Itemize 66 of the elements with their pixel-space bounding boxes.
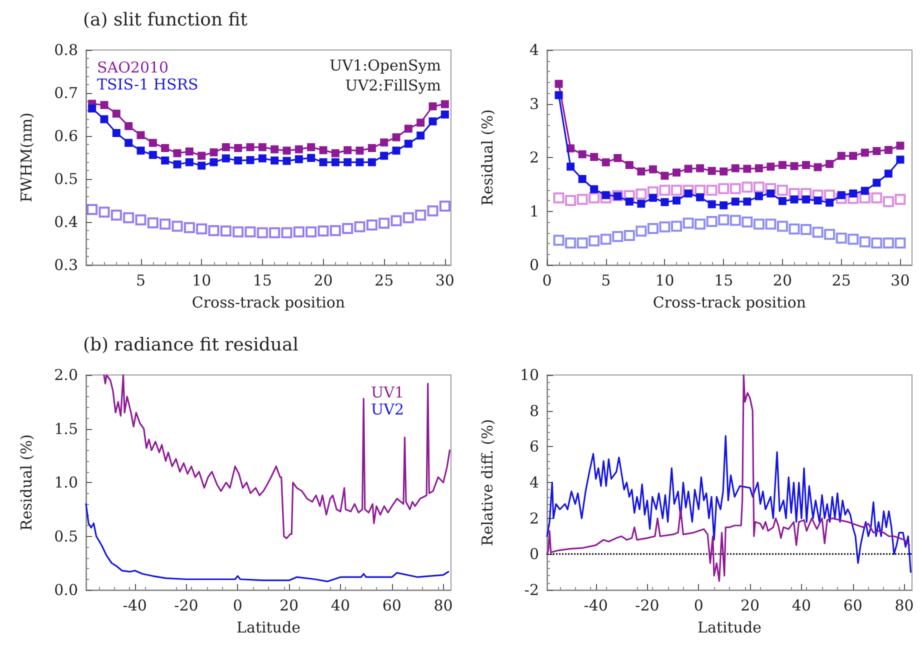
y-tick-label: 0.4 xyxy=(54,213,78,231)
x-tick-label: 10 xyxy=(655,272,674,290)
y-tick-label: 1.0 xyxy=(54,474,78,492)
y-tick-label: 4 xyxy=(529,474,539,492)
x-tick-label: 25 xyxy=(832,272,851,290)
x-tick-label: 60 xyxy=(382,596,402,614)
y-tick-label: 2 xyxy=(529,509,539,528)
x-axis-title: Latitude xyxy=(698,618,762,636)
y-tick-label: 0.8 xyxy=(54,41,78,59)
y-tick-label: 0 xyxy=(529,545,539,564)
y-tick-label: 8 xyxy=(529,402,539,420)
x-tick-label: 5 xyxy=(601,272,611,290)
x-tick-label: 15 xyxy=(252,272,272,290)
x-tick-label: 25 xyxy=(374,272,394,290)
annotation: UV2:FillSym xyxy=(345,76,441,94)
y-tick-label: 1 xyxy=(529,202,539,220)
y-tick-label: 6 xyxy=(529,438,539,456)
y-axis-title: Relative diff. (%) xyxy=(478,419,496,546)
y-tick-label: 0.5 xyxy=(54,170,78,188)
y-tick-label: 3 xyxy=(529,94,539,113)
x-tick-label: 30 xyxy=(890,272,910,290)
chart-title: (a) slit function fit xyxy=(83,10,248,30)
x-axis-title: Latitude xyxy=(236,618,301,636)
x-tick-label: 0 xyxy=(694,596,704,614)
x-tick-label: -40 xyxy=(122,596,147,614)
y-tick-label: 4 xyxy=(529,41,539,59)
x-tick-label: 20 xyxy=(772,272,792,290)
y-axis-title: FWHM(nm) xyxy=(18,112,36,202)
text: UV2 xyxy=(370,400,404,418)
x-tick-label: 60 xyxy=(843,596,862,614)
x-tick-label: 15 xyxy=(714,272,734,290)
x-tick-label: 20 xyxy=(314,272,333,290)
series-label: UV1 xyxy=(370,384,404,402)
y-tick-label: 0 xyxy=(529,256,539,274)
y-tick-label: 0.0 xyxy=(54,581,78,599)
y-axis-title: Residual (%) xyxy=(478,109,496,206)
y-tick-label: 1.5 xyxy=(54,420,78,438)
y-tick-label: 2.0 xyxy=(54,366,78,384)
x-tick-label: 10 xyxy=(192,272,212,290)
y-tick-label: -2 xyxy=(524,581,539,599)
x-tick-label: 30 xyxy=(435,272,454,290)
y-tick-label: 10 xyxy=(520,366,539,384)
y-tick-label: 2 xyxy=(529,148,539,166)
x-tick-label: 40 xyxy=(330,596,350,614)
x-tick-label: 20 xyxy=(740,596,760,614)
x-tick-label: -20 xyxy=(174,596,198,614)
y-axis-title: Residual (%) xyxy=(18,434,36,531)
series-label: TSIS-1 HSRS xyxy=(97,76,198,94)
y-tick-label: 0.6 xyxy=(54,127,78,145)
x-tick-label: -40 xyxy=(584,596,608,614)
x-tick-label: 80 xyxy=(434,596,453,614)
x-tick-label: -20 xyxy=(635,596,660,614)
y-tick-label: 0.3 xyxy=(54,256,78,274)
x-tick-label: 5 xyxy=(136,272,146,290)
annotation: UV1:OpenSym xyxy=(330,56,441,74)
x-tick-label: 0 xyxy=(542,272,552,290)
series-label: SAO2010 xyxy=(97,58,169,76)
y-tick-label: 0.5 xyxy=(54,527,78,546)
x-tick-label: 20 xyxy=(280,596,299,614)
x-axis-title: Cross-track position xyxy=(652,294,806,312)
y-tick-label: 0.7 xyxy=(54,84,78,102)
x-tick-label: 40 xyxy=(792,596,812,614)
chart-title: (b) radiance fit residual xyxy=(83,334,299,356)
x-tick-label: 80 xyxy=(894,596,914,614)
x-tick-label: 0 xyxy=(232,596,242,614)
x-axis-title: Cross-track position xyxy=(192,294,346,312)
